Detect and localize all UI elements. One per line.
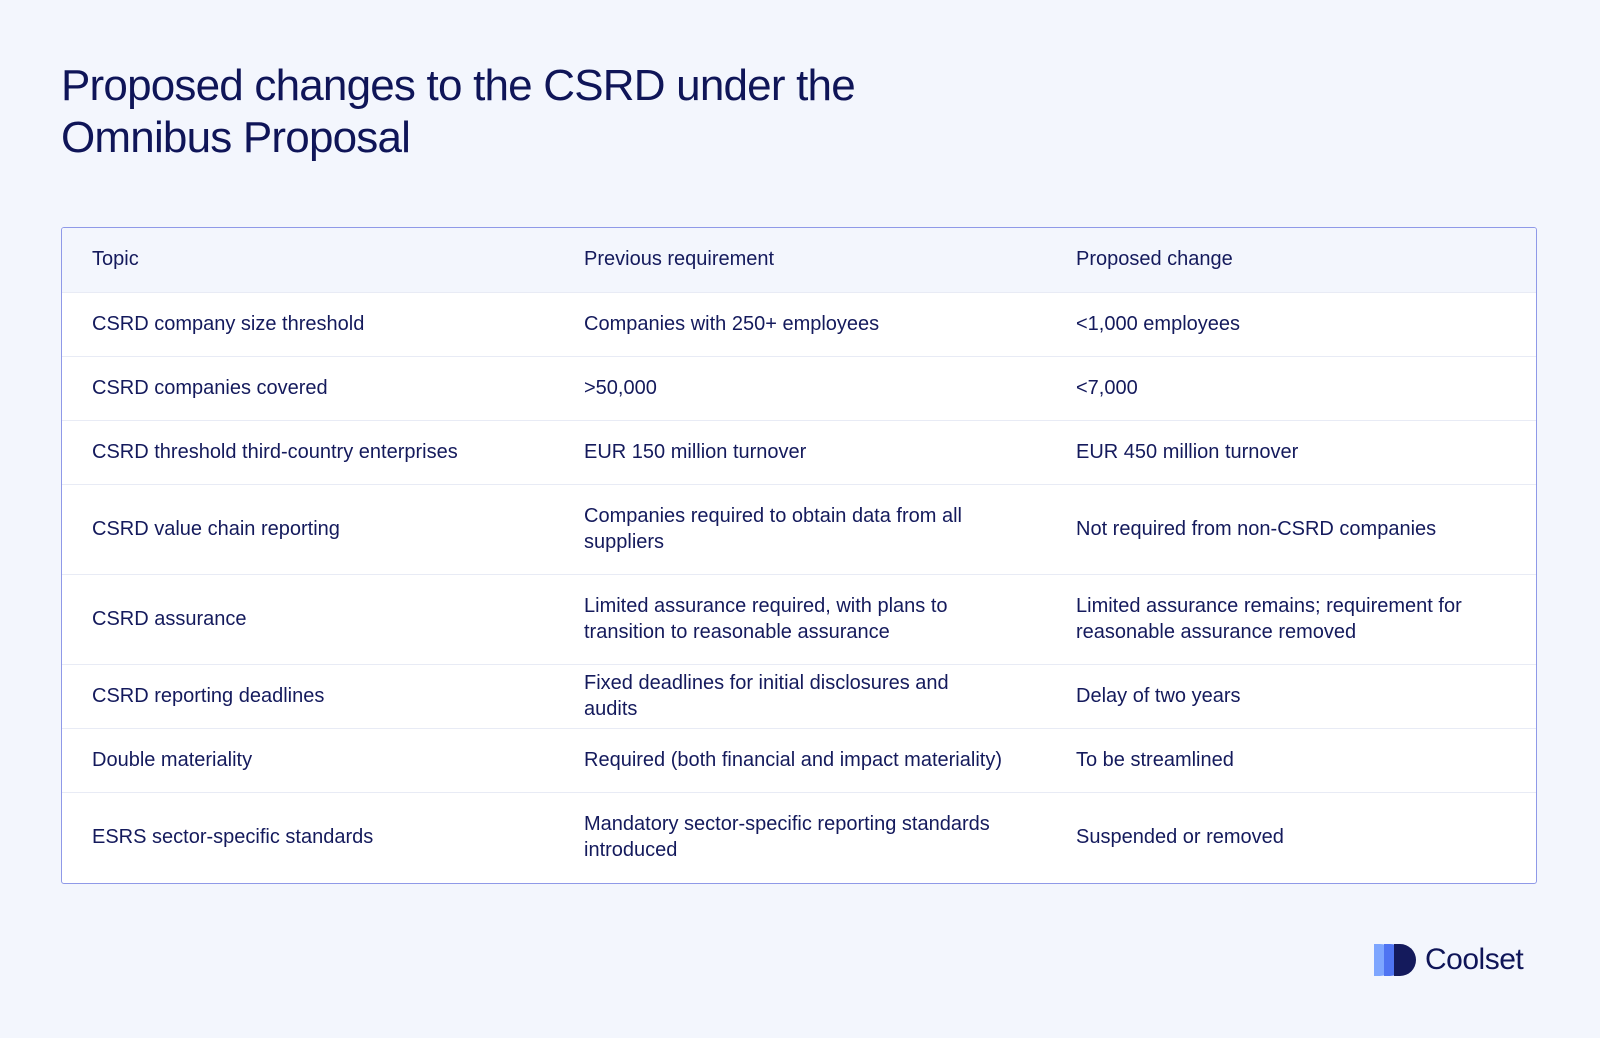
proposed-change-cell: <7,000 [1076,377,1138,399]
topic-cell: ESRS sector-specific standards [92,826,374,849]
column-header-previous-requirement: Previous requirement [584,248,775,271]
topic-cell: CSRD company size threshold [92,313,365,335]
topic-cell: CSRD reporting deadlines [92,685,325,707]
topic-cell: Double materiality [92,749,253,771]
proposed-change-cell: To be streamlined [1076,749,1234,771]
topic-cell: CSRD companies covered [92,377,328,399]
topic-cell: CSRD assurance [92,608,247,630]
table-row: CSRD reporting deadlines Fixed deadlines… [62,664,1536,728]
previous-requirement-cell: Mandatory sector-specific reporting stan… [584,813,990,862]
table-row: CSRD assurance Limited assurance require… [62,574,1536,664]
coolset-wordmark: Coolset [1425,943,1524,976]
proposed-change-cell: <1,000 employees [1076,313,1241,335]
previous-requirement-cell: >50,000 [584,377,657,399]
table-row: CSRD company size threshold Companies wi… [62,292,1536,356]
table-header-row: Topic Previous requirement Proposed chan… [62,228,1536,292]
table-row: Double materiality Required (both financ… [62,728,1536,792]
previous-requirement-cell: EUR 150 million turnover [584,441,807,463]
coolset-logo-icon [1374,944,1417,976]
proposed-change-cell: EUR 450 million turnover [1076,441,1299,463]
page-title: Proposed changes to the CSRD under the O… [61,61,856,162]
previous-requirement-cell: Limited assurance required, with plans t… [584,595,948,643]
proposed-change-cell: Delay of two years [1076,685,1241,707]
comparison-table: Topic Previous requirement Proposed chan… [61,227,1537,884]
table-row: ESRS sector-specific standards Mandatory… [62,792,1536,882]
proposed-change-cell: Suspended or removed [1076,826,1284,849]
table-row: CSRD threshold third-country enterprises… [62,420,1536,484]
previous-requirement-cell: Companies with 250+ employees [584,313,880,335]
column-header-proposed-change: Proposed change [1076,248,1233,271]
topic-cell: CSRD threshold third-country enterprises [92,441,458,463]
column-header-topic: Topic [92,248,139,271]
table-row: CSRD companies covered >50,000 <7,000 [62,356,1536,420]
previous-requirement-cell: Fixed deadlines for initial disclosures … [584,672,949,720]
previous-requirement-cell: Required (both financial and impact mate… [584,749,1002,771]
topic-cell: CSRD value chain reporting [92,518,340,540]
table-row: CSRD value chain reporting Companies req… [62,484,1536,574]
proposed-change-cell: Not required from non-CSRD companies [1076,518,1437,540]
coolset-logo: Coolset [1374,942,1524,978]
proposed-change-cell: Limited assurance remains; requirement f… [1076,595,1462,643]
previous-requirement-cell: Companies required to obtain data from a… [584,505,962,553]
